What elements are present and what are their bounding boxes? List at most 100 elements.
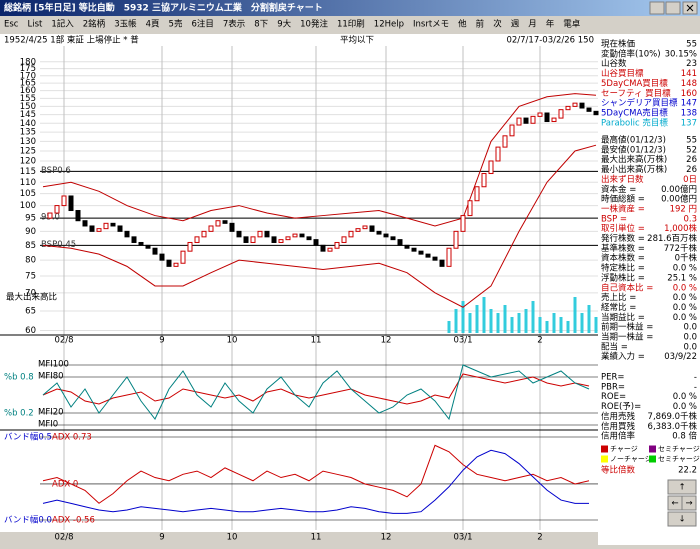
menu-item[interactable]: 次 bbox=[493, 19, 502, 30]
candle-body bbox=[565, 105, 571, 111]
candle-body bbox=[593, 110, 599, 116]
candle-body bbox=[460, 215, 466, 232]
volume-bar bbox=[454, 309, 458, 333]
stat-label: 配当 = bbox=[601, 341, 628, 352]
stat-value: 25.1 % bbox=[667, 273, 697, 283]
stat-label: シャンデリア買目標 bbox=[601, 98, 678, 109]
menu-item[interactable]: 6注目 bbox=[191, 19, 213, 30]
candle-body bbox=[341, 236, 347, 243]
candle-body bbox=[285, 236, 291, 241]
candle-body bbox=[278, 239, 284, 243]
candle-body bbox=[362, 225, 368, 230]
x-tick-label: 9 bbox=[159, 336, 164, 346]
candle-body bbox=[481, 173, 487, 188]
arrow-buttons[interactable]: ↑ ← → ↓ bbox=[667, 479, 697, 527]
menu-item[interactable]: 2銘柄 bbox=[83, 19, 106, 30]
candle-body bbox=[166, 259, 172, 267]
stat-value: 26 bbox=[686, 165, 697, 175]
down-button[interactable] bbox=[667, 511, 697, 527]
window-buttons[interactable] bbox=[649, 1, 698, 15]
right-button[interactable] bbox=[681, 495, 697, 511]
menu-item[interactable]: 9大 bbox=[277, 19, 291, 30]
stat-value: 0.0 % bbox=[673, 303, 697, 313]
y-tick-label: 135 bbox=[20, 128, 36, 138]
up-button[interactable] bbox=[667, 479, 697, 495]
x-tick-label: 11 bbox=[311, 533, 322, 543]
menu-item[interactable]: List bbox=[27, 20, 43, 30]
maximize-button[interactable] bbox=[665, 1, 681, 15]
legend-swatch bbox=[649, 455, 656, 463]
menu-item[interactable]: 7表示 bbox=[223, 19, 245, 30]
volume-bar bbox=[517, 313, 521, 333]
stat-value: 0.0 % bbox=[673, 402, 697, 412]
candle-body bbox=[411, 247, 417, 252]
volume-bar bbox=[559, 317, 563, 333]
stat-value: 0.3 bbox=[683, 214, 697, 224]
candle-body bbox=[355, 228, 361, 232]
menu-item[interactable]: 他 bbox=[458, 19, 467, 30]
menu-item[interactable]: 10発注 bbox=[300, 19, 328, 30]
y-tick-label: 125 bbox=[20, 146, 36, 156]
right-arrow: → bbox=[685, 499, 692, 509]
menu-item[interactable]: 電卓 bbox=[563, 19, 581, 30]
menu-item[interactable]: Insrtメモ bbox=[413, 20, 449, 30]
band-line bbox=[42, 144, 597, 308]
candle-body bbox=[222, 220, 228, 224]
band-line bbox=[42, 93, 597, 227]
stat-value: 0.0 % bbox=[673, 283, 697, 293]
menu-item[interactable]: 月 bbox=[528, 20, 537, 30]
candle-body bbox=[61, 195, 67, 207]
y-tick-label: 100 bbox=[20, 201, 36, 211]
candle-body bbox=[551, 117, 557, 123]
candle-body bbox=[383, 233, 389, 238]
menu-item[interactable]: 12Help bbox=[374, 20, 404, 30]
candle-body bbox=[292, 233, 298, 238]
stat-label: Parabolic 売目標 bbox=[601, 117, 668, 128]
candle-body bbox=[453, 230, 459, 249]
menu-item[interactable]: 前 bbox=[476, 19, 485, 30]
stat-label: 最小出来高(万株) bbox=[601, 164, 667, 175]
candle-body bbox=[229, 222, 235, 232]
candle-body bbox=[145, 244, 151, 249]
stat-value: 0日 bbox=[683, 175, 697, 185]
candle-body bbox=[495, 146, 501, 162]
y-tick-label: 85 bbox=[25, 241, 36, 251]
candle-body bbox=[509, 124, 515, 137]
menu-item[interactable]: 5売 bbox=[169, 19, 183, 30]
candle-body bbox=[54, 205, 60, 214]
menu-item[interactable]: 週 bbox=[511, 20, 520, 30]
volume-bar bbox=[510, 317, 514, 333]
menu-item[interactable]: 4頁 bbox=[146, 20, 160, 30]
menu-item[interactable]: 11印刷 bbox=[337, 19, 365, 30]
candle-body bbox=[523, 117, 529, 124]
menu-item[interactable]: 3玉帳 bbox=[114, 19, 137, 30]
candle-body bbox=[306, 236, 312, 241]
panel-tick-label: MFI0 bbox=[38, 420, 58, 430]
stat-label: 当期一株益 = bbox=[601, 332, 653, 343]
x-tick-label: 03/1 bbox=[453, 533, 472, 543]
panel-tick-label: ADX 0.73 bbox=[52, 433, 92, 443]
stat-label: ROE(予)= bbox=[601, 402, 641, 412]
menu-item[interactable]: 1記入 bbox=[51, 19, 74, 30]
candle-body bbox=[544, 112, 550, 123]
legend-label: チャージ bbox=[610, 445, 638, 453]
y-tick-label: 70 bbox=[25, 288, 36, 298]
x-tick-label: 10 bbox=[227, 336, 238, 346]
minimize-button[interactable] bbox=[649, 1, 665, 15]
y-tick-label: 165 bbox=[20, 79, 36, 89]
stat-label: 変動倍率(10%) bbox=[601, 48, 661, 59]
window-title: 総銘柄 [5年日足] 等比自動 5932 三協アルミニウム工業 分割割戻チャート bbox=[4, 2, 323, 14]
legend-swatch bbox=[601, 445, 608, 453]
menu-item[interactable]: 年 bbox=[546, 19, 555, 30]
stat-label: 資本金 = bbox=[601, 184, 636, 195]
candle-body bbox=[47, 212, 53, 219]
stat-value: 52 bbox=[686, 145, 697, 155]
legend-label: セミチャージ bbox=[658, 445, 700, 453]
menu-item[interactable]: Esc bbox=[4, 20, 19, 30]
x-tick-label: 2 bbox=[537, 533, 542, 543]
menu-item[interactable]: 8下 bbox=[254, 20, 268, 30]
candle-body bbox=[439, 259, 445, 267]
title-bar bbox=[0, 0, 700, 16]
stat-value: 0.0 bbox=[683, 342, 697, 352]
volume-bar bbox=[594, 317, 598, 333]
